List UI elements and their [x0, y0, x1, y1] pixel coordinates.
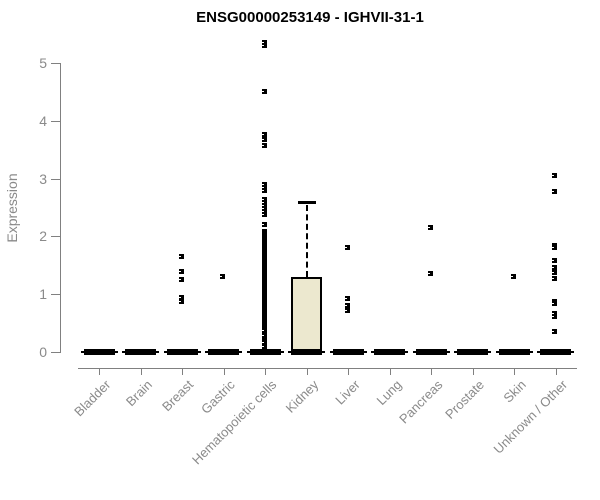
zero-box-bar [329, 349, 367, 355]
outlier-point [220, 274, 225, 280]
outlier-point [261, 206, 267, 212]
outlier-point [261, 184, 267, 190]
outlier-point [178, 268, 184, 274]
x-axis-category-label: Pancreas [396, 377, 446, 427]
zero-box-bar [246, 349, 284, 355]
y-axis-tick-label: 5 [39, 55, 47, 71]
outlier-point [552, 329, 557, 335]
x-axis-tick [140, 368, 142, 375]
x-axis-tick [99, 368, 100, 375]
outlier-point [552, 313, 557, 319]
outlier-point [261, 200, 267, 206]
outlier-point [552, 270, 557, 276]
x-axis-tick [306, 368, 308, 375]
y-axis-tick [51, 236, 60, 238]
y-axis-tick [51, 294, 60, 296]
x-axis-category-label: Bladder [71, 377, 114, 420]
zero-box-bar [122, 349, 159, 355]
x-axis-category-label: Skin [500, 377, 529, 406]
outlier-point [552, 242, 557, 248]
outlier-point [261, 327, 267, 333]
outlier-point [261, 209, 267, 215]
outlier-point [261, 142, 267, 148]
outlier-point [261, 137, 267, 143]
kidney-box [291, 276, 322, 353]
y-axis-tick [51, 178, 60, 180]
outlier-point [261, 203, 267, 209]
y-axis-tick-label: 1 [39, 286, 47, 303]
zero-box-bar [205, 349, 242, 355]
y-axis-tick-label: 0 [39, 344, 47, 360]
outlier-point [344, 302, 350, 308]
outlier-point [261, 187, 267, 193]
outlier-point [261, 344, 267, 350]
x-axis-tick [265, 368, 266, 375]
zero-box-bar [454, 349, 491, 355]
x-axis-category-label: Brain [123, 377, 156, 410]
outlier-point [427, 224, 433, 230]
outlier-point [261, 39, 267, 45]
outlier-point [552, 300, 557, 306]
outlier-point [261, 181, 267, 187]
outlier-point [178, 299, 184, 305]
outlier-point [261, 89, 267, 95]
outlier-point [261, 197, 267, 203]
x-axis-category-label: Lung [373, 377, 405, 409]
x-axis-category-label: Kidney [282, 377, 322, 416]
y-axis-tick [51, 352, 60, 353]
x-axis-category-label: Prostate [442, 377, 488, 422]
x-axis-tick [348, 368, 349, 375]
outlier-point [552, 173, 557, 179]
x-axis-tick [182, 368, 183, 375]
x-axis-category-label: Unknown / Other [490, 377, 571, 457]
outlier-point [261, 211, 267, 217]
y-axis-tick-label: 3 [39, 170, 47, 187]
y-axis-tick-label: 2 [39, 228, 47, 245]
x-axis-tick [431, 368, 432, 375]
y-axis-tick-label: 4 [39, 112, 47, 129]
zero-box-bar [288, 349, 325, 355]
x-axis-tick [472, 368, 474, 375]
kidney-upper-whisker [305, 204, 308, 277]
y-axis-tick [51, 120, 60, 122]
outlier-point [178, 254, 184, 260]
x-axis-tick [555, 368, 557, 375]
zero-box-bar [412, 349, 450, 355]
outlier-point [552, 275, 557, 281]
kidney-whisker-cap [297, 200, 316, 204]
x-axis-line [78, 368, 577, 369]
outlier-point [552, 257, 557, 263]
outlier-point [552, 245, 557, 251]
zero-box-bar [537, 349, 574, 355]
x-axis-tick [514, 368, 515, 375]
zero-box-bar [371, 349, 408, 355]
chart-title: ENSG00000253149 - IGHVII-31-1 [196, 9, 424, 26]
outlier-point [427, 271, 433, 277]
x-axis-category-label: Breast [159, 377, 197, 415]
outlier-point [344, 295, 350, 301]
x-axis-tick [223, 368, 225, 375]
zero-box-bar [80, 349, 118, 355]
outlier-point [178, 277, 184, 283]
outlier-point [344, 308, 350, 314]
y-axis-tick [51, 63, 60, 64]
outlier-point [178, 294, 184, 300]
outlier-point [552, 264, 557, 270]
outlier-point [344, 245, 350, 251]
y-axis-line [60, 63, 61, 353]
zero-box-bar [495, 349, 533, 355]
zero-box-bar [163, 349, 201, 355]
outlier-point [552, 188, 557, 194]
x-axis-category-label: Gastric [198, 377, 239, 417]
x-axis-tick [389, 368, 391, 375]
y-axis-label: Expression [4, 173, 20, 243]
outlier-point [261, 132, 267, 138]
outlier-point [261, 222, 267, 228]
outlier-point [261, 43, 267, 49]
outlier-point [510, 273, 516, 279]
x-axis-category-label: Liver [332, 377, 363, 408]
